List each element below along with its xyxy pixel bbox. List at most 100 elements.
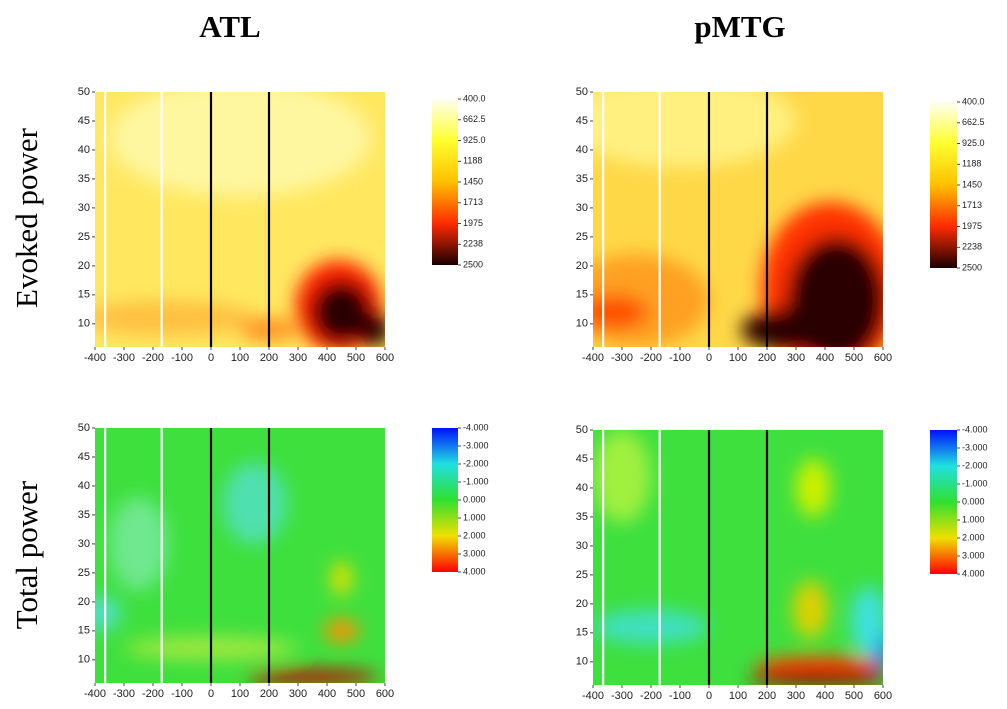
x-tick-label: -300	[113, 688, 135, 700]
x-tick-label: 100	[231, 352, 249, 364]
y-tick-label: 30	[576, 540, 588, 552]
y-tick-label: 25	[78, 567, 90, 579]
x-tick-label: 400	[816, 352, 834, 364]
colorbar-label: 2.000	[962, 532, 985, 542]
heatmap-blob	[746, 672, 883, 685]
heatmap-blob	[95, 596, 122, 631]
x-tick-label: 300	[787, 352, 805, 364]
column-title: pMTG	[694, 9, 785, 44]
x-tick-label: 500	[347, 352, 365, 364]
y-tick-label: 25	[576, 231, 588, 243]
y-tick-label: 45	[576, 115, 588, 127]
heatmap	[593, 92, 883, 347]
colorbar-label: 400.0	[463, 93, 486, 103]
colorbar-label: 1975	[463, 218, 483, 228]
heatmap-blob	[324, 619, 359, 643]
y-tick-label: 50	[576, 86, 588, 98]
y-tick-label: 20	[576, 260, 588, 272]
y-tick-label: 20	[78, 260, 90, 272]
x-tick-label: 500	[347, 688, 365, 700]
y-tick-label: 45	[78, 115, 90, 127]
x-tick-label: 200	[758, 690, 776, 702]
y-tick-label: 35	[576, 173, 588, 185]
x-tick-label: -400	[84, 688, 106, 700]
colorbar-label: -2.000	[962, 460, 988, 470]
x-tick-label: 200	[260, 688, 278, 700]
y-tick-label: 45	[576, 453, 588, 465]
colorbar-label: 662.5	[962, 117, 985, 127]
heatmap-blob	[109, 92, 371, 197]
y-tick-label: 10	[576, 318, 588, 330]
colorbar-label: 925.0	[463, 135, 486, 145]
x-tick-label: 400	[816, 690, 834, 702]
colorbar	[930, 430, 957, 574]
x-tick-label: 600	[376, 352, 394, 364]
y-tick-label: 40	[78, 144, 90, 156]
heatmap-blob	[593, 92, 796, 168]
heatmap-blob	[593, 294, 649, 330]
row-title: Evoked power	[9, 127, 44, 308]
x-tick-label: -300	[113, 352, 135, 364]
colorbar-label: 3.000	[962, 550, 985, 560]
heatmap-blob	[593, 609, 709, 645]
heatmap	[95, 428, 385, 683]
colorbar-label: 0.000	[962, 496, 985, 506]
row-title: Total power	[9, 480, 44, 629]
y-tick-label: 20	[78, 596, 90, 608]
x-tick-label: -200	[142, 688, 164, 700]
x-tick-label: -300	[611, 352, 633, 364]
x-tick-label: -400	[582, 690, 604, 702]
colorbar-label: 2500	[463, 259, 483, 269]
y-tick-label: 40	[576, 482, 588, 494]
x-tick-label: 500	[845, 352, 863, 364]
x-tick-label: -200	[640, 352, 662, 364]
x-tick-label: -100	[171, 352, 193, 364]
y-tick-label: 15	[78, 625, 90, 637]
y-tick-label: 30	[78, 202, 90, 214]
y-tick-label: 25	[576, 569, 588, 581]
y-tick-label: 35	[576, 511, 588, 523]
x-tick-label: -100	[669, 690, 691, 702]
colorbar-label: 1975	[962, 221, 982, 231]
heatmap-blob	[356, 312, 385, 347]
x-tick-label: 300	[289, 352, 307, 364]
colorbar-label: 2500	[962, 262, 982, 272]
y-tick-label: 10	[576, 656, 588, 668]
y-tick-label: 40	[576, 144, 588, 156]
y-tick-label: 15	[576, 289, 588, 301]
y-tick-label: 30	[576, 202, 588, 214]
colorbar-label: -2.000	[463, 458, 489, 468]
colorbar-label: 2238	[463, 239, 483, 249]
heatmap-blob	[593, 430, 651, 523]
y-tick-label: 45	[78, 451, 90, 463]
heatmap-blob	[331, 561, 352, 597]
y-tick-label: 10	[78, 654, 90, 666]
colorbar-label: -1.000	[463, 476, 489, 486]
x-tick-label: 400	[318, 688, 336, 700]
x-tick-label: -200	[142, 352, 164, 364]
colorbar-label: 2238	[962, 242, 982, 252]
x-tick-label: -400	[84, 352, 106, 364]
colorbar-label: 1.000	[463, 512, 486, 522]
colorbar	[930, 102, 957, 268]
y-tick-label: 30	[78, 538, 90, 550]
heatmap-blob	[796, 458, 831, 517]
y-tick-label: 20	[576, 598, 588, 610]
colorbar-label: 662.5	[463, 114, 486, 124]
colorbar-label: 1713	[962, 200, 982, 210]
x-tick-label: -300	[611, 690, 633, 702]
x-tick-label: -100	[669, 352, 691, 364]
colorbar-label: 925.0	[962, 138, 985, 148]
heatmap-texture	[95, 92, 385, 347]
heatmap-blob	[740, 306, 869, 347]
colorbar-label: 400.0	[962, 96, 985, 106]
heatmap-blob	[109, 497, 168, 591]
x-tick-label: 100	[729, 352, 747, 364]
colorbar-label: 1188	[962, 159, 981, 169]
x-tick-label: 500	[845, 690, 863, 702]
colorbar-label: -3.000	[463, 440, 489, 450]
x-tick-label: 0	[208, 352, 214, 364]
x-tick-label: 0	[208, 688, 214, 700]
y-tick-label: 35	[78, 509, 90, 521]
heatmap	[593, 430, 883, 685]
